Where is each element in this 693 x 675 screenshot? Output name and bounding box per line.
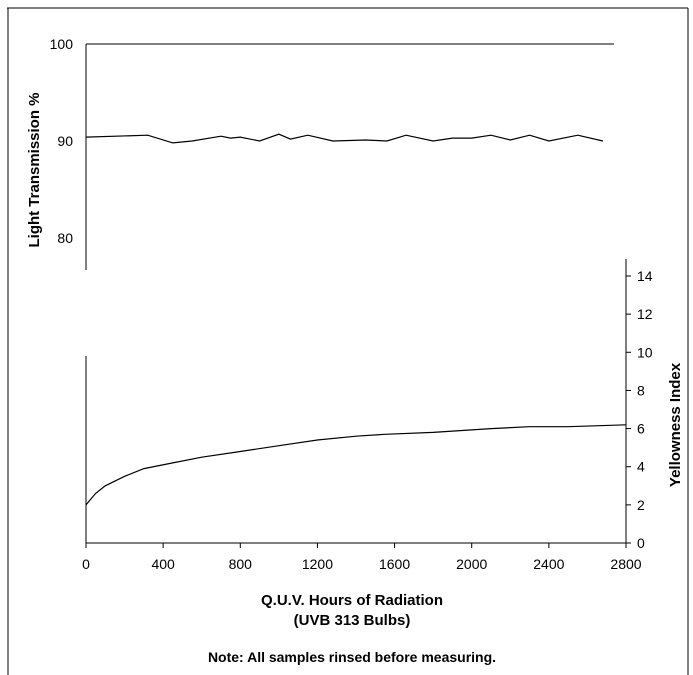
right-y-tick-label: 6: [637, 421, 645, 437]
x-tick-label: 2800: [610, 556, 641, 572]
top-y-tick-label: 90: [57, 133, 73, 149]
light-transmission-series: [85, 133, 604, 144]
top-y-axis-title: Light Transmission %: [26, 92, 43, 247]
right-y-tick-label: 0: [637, 535, 645, 551]
right-y-axis-title: Yellowness Index: [667, 362, 684, 487]
right-y-tick-label: 2: [637, 497, 645, 513]
x-tick-label: 800: [229, 556, 253, 572]
top-y-tick-label: 80: [57, 230, 73, 246]
right-y-tick-label: 10: [637, 344, 653, 360]
right-y-tick-label: 12: [637, 306, 653, 322]
x-axis-subtitle: (UVB 313 Bulbs): [294, 612, 411, 629]
right-y-axis-ticks: 0 2 4 6 8 10 12 14: [626, 268, 653, 551]
x-tick-label: 2000: [456, 556, 487, 572]
right-y-tick-label: 14: [637, 268, 653, 284]
x-tick-label: 400: [151, 556, 175, 572]
right-y-tick-label: 4: [637, 459, 645, 475]
x-tick-label: 0: [82, 556, 90, 572]
x-tick-label: 2400: [533, 556, 564, 572]
top-y-tick-label: 100: [50, 36, 74, 52]
footnote: Note: All samples rinsed before measurin…: [208, 649, 496, 665]
yellowness-index-series: [85, 424, 627, 506]
x-axis-ticks: 0 400 800 1200 1600 2000 2400 2800: [82, 543, 642, 572]
x-tick-label: 1600: [379, 556, 410, 572]
right-y-tick-label: 8: [637, 382, 645, 398]
x-tick-label: 1200: [302, 556, 333, 572]
x-axis-title: Q.U.V. Hours of Radiation: [261, 592, 443, 609]
top-panel-y-ticks: 100 90 80: [50, 36, 74, 246]
